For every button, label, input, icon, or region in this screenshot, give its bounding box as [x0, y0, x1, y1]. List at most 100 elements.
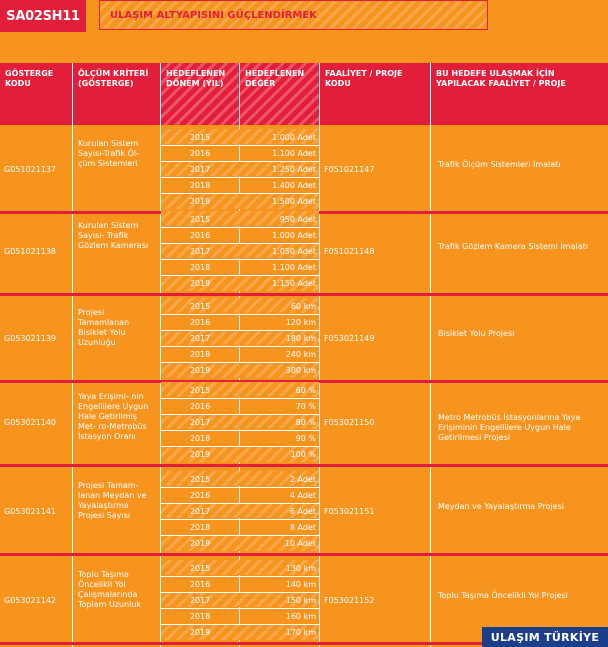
target-year: 2017 — [189, 506, 211, 516]
measurement-criterion: Yaya Erişimi- nin Engellilere Uygun Hale… — [78, 392, 149, 441]
row-divider — [161, 591, 319, 593]
target-value: 130 km — [285, 563, 316, 573]
target-year: 2019 — [189, 279, 211, 289]
row-divider — [161, 446, 319, 448]
column-divider — [160, 63, 161, 647]
measurement-criterion: Projesi Tamamlanan Bisiklet Yolu Uzunluğ… — [78, 308, 130, 347]
target-year: 2017 — [189, 595, 211, 605]
row-divider — [161, 519, 319, 521]
indicator-code: G053021140 — [4, 417, 57, 427]
row-divider — [161, 575, 319, 577]
target-year: 2019 — [189, 366, 211, 376]
target-value: 150 km — [285, 595, 316, 605]
header-target-value: HEDEFLENEN DEĞER — [240, 63, 319, 125]
row-divider — [161, 313, 319, 315]
header-activity: BU HEDEFE ULAŞMAK İÇİN YAPILACAK FAALİYE… — [436, 69, 566, 88]
group-divider — [0, 380, 608, 383]
group-divider — [0, 553, 608, 556]
target-value: 1.100 Adet — [272, 148, 316, 158]
row-stripe — [161, 624, 319, 640]
header-period: HEDEFLENEN DÖNEM (YIL) — [161, 63, 239, 125]
row-stripe — [161, 592, 319, 608]
measurement-criterion: Toplu Taşıma Öncelikli Yol Çalışmalarınd… — [78, 570, 142, 609]
target-year: 2016 — [189, 317, 211, 327]
header-indicator-code: GÖSTERGE KODU — [5, 69, 54, 88]
row-divider — [161, 259, 319, 261]
target-value: 1.050 Adet — [272, 246, 316, 256]
row-divider — [161, 624, 319, 626]
target-value: 1.500 Adet — [272, 197, 316, 207]
row-divider — [161, 362, 319, 364]
target-value: 1.100 Adet — [272, 263, 316, 273]
target-value: 1.250 Adet — [272, 164, 316, 174]
target-year: 2016 — [189, 401, 211, 411]
target-year: 2017 — [189, 417, 211, 427]
target-value: 90 % — [295, 434, 316, 444]
target-value: 300 km — [285, 366, 316, 376]
row-divider — [161, 193, 319, 195]
target-year: 2015 — [189, 301, 211, 311]
target-year: 2019 — [189, 197, 211, 207]
target-year: 2016 — [189, 579, 211, 589]
target-value: 60 km — [290, 301, 316, 311]
measurement-criterion: Kurulan Sistem Sayısı-Trafik Öl- çüm Sis… — [78, 139, 140, 168]
column-divider — [319, 63, 320, 647]
target-year: 2016 — [189, 230, 211, 240]
target-year: 2016 — [189, 490, 211, 500]
row-stripe — [161, 560, 319, 575]
row-stripe — [161, 211, 319, 226]
target-value: 60 % — [295, 385, 316, 395]
indicator-code: G051021138 — [4, 246, 57, 256]
target-value: 1.000 Adet — [272, 230, 316, 240]
indicator-code: G053021142 — [4, 595, 57, 605]
target-value: 140 km — [285, 579, 316, 589]
row-divider — [161, 502, 319, 504]
group-divider — [0, 642, 608, 645]
target-year: 2018 — [189, 350, 211, 360]
activity-description: Toplu Taşıma Öncelikli Yol Projesi — [438, 590, 568, 600]
target-value: 8 Adet — [289, 523, 316, 533]
target-value: 170 km — [285, 628, 316, 638]
table-header: GÖSTERGE KODU ÖLÇÜM KRİTERİ (GÖSTERGE) H… — [0, 63, 608, 125]
row-divider — [161, 329, 319, 331]
group-divider — [0, 293, 608, 296]
row-stripe — [161, 129, 319, 144]
target-value: 1.150 Adet — [272, 279, 316, 289]
row-divider — [161, 242, 319, 244]
measurement-criterion: Kurulan Sistem Sayısı- Trafik Gözlem Kam… — [78, 221, 149, 250]
target-year: 2015 — [189, 563, 211, 573]
target-year: 2018 — [189, 523, 211, 533]
row-stripe — [161, 161, 319, 177]
activity-code: F053021152 — [324, 595, 375, 605]
column-divider — [239, 63, 240, 647]
target-value: 180 km — [285, 333, 316, 343]
row-divider — [161, 275, 319, 277]
activity-code: F051021147 — [324, 164, 375, 174]
row-stripe — [161, 275, 319, 291]
row-divider — [161, 160, 319, 162]
row-stripe — [161, 243, 319, 259]
row-divider — [161, 486, 319, 488]
row-stripe — [161, 446, 319, 462]
activity-description: Meydan ve Yayalaştırma Projesi — [438, 501, 564, 511]
activity-description: Bisiklet Yolu Projesi — [438, 328, 515, 338]
measurement-criterion: Projesi Tamam- lanan Meydan ve Yayalaştı… — [78, 481, 147, 520]
target-value: 10 Adet — [284, 539, 316, 549]
target-year: 2017 — [189, 246, 211, 256]
target-year: 2019 — [189, 539, 211, 549]
indicator-code: G053021141 — [4, 506, 57, 516]
target-year: 2019 — [189, 450, 211, 460]
indicator-code: G051021137 — [4, 164, 57, 174]
target-value: 2 Adet — [289, 474, 316, 484]
column-divider — [72, 63, 73, 647]
target-value: 120 km — [285, 317, 316, 327]
target-value: 1.400 Adet — [272, 181, 316, 191]
target-value: 80 % — [295, 417, 316, 427]
target-value: 950 Adet — [279, 214, 316, 224]
target-value: 100 % — [290, 450, 316, 460]
row-stripe — [161, 298, 319, 313]
activity-description: Trafik Ölçüm Sistemleri İmalatı — [438, 159, 561, 169]
row-stripe — [161, 535, 319, 551]
row-stripe — [161, 193, 319, 209]
row-stripe — [161, 362, 319, 378]
